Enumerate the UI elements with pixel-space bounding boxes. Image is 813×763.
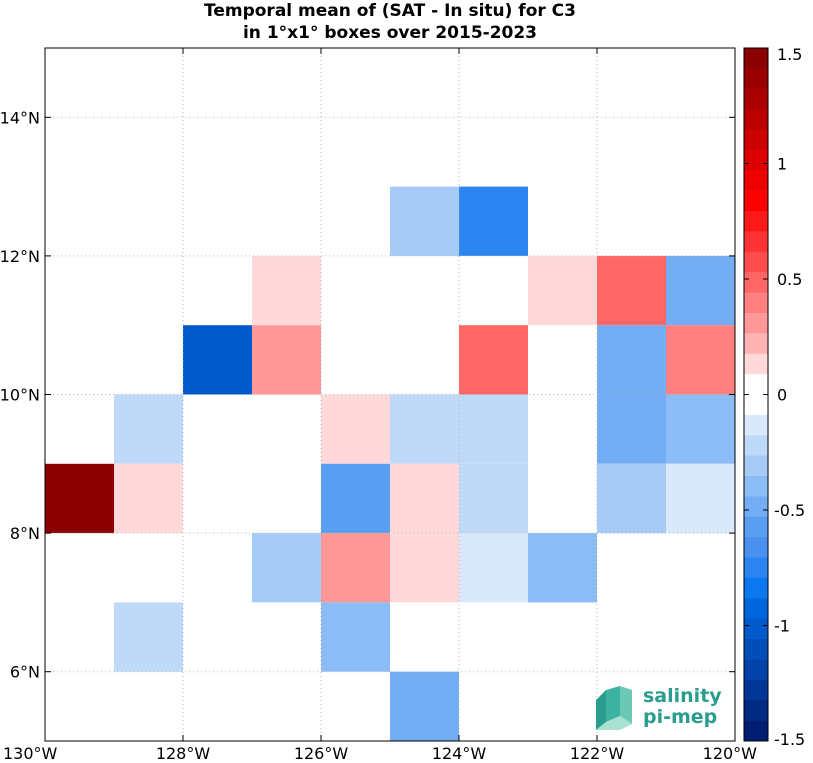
colorbar-segment xyxy=(744,557,768,579)
heatmap-cell xyxy=(666,394,735,464)
colorbar-segment xyxy=(744,109,768,131)
axis-ticks: 130°W 128°W 126°W 124°W 122°W 120°W 6°N 8°N 10°N… xyxy=(0,48,757,763)
colorbar-segment xyxy=(744,68,768,90)
heatmap-cell xyxy=(321,463,390,534)
logo-line-2: pi-mep xyxy=(643,706,717,728)
heatmap-cell xyxy=(252,325,321,395)
chart-title-line-2: in 1°x1° boxes over 2015-2023 xyxy=(242,23,538,43)
heatmap-cell xyxy=(528,255,597,326)
heatmap-cell xyxy=(459,186,528,256)
colorbar-segment xyxy=(744,455,768,477)
colorbar-segment xyxy=(744,414,768,436)
x-tick-label: 124°W xyxy=(432,744,487,763)
heatmap-cell xyxy=(459,325,528,395)
heatmap-cell xyxy=(114,463,183,534)
heatmap-cell xyxy=(597,255,666,326)
colorbar-segment xyxy=(744,659,768,681)
heatmap-cell xyxy=(459,533,528,603)
heatmap-cell xyxy=(183,325,252,395)
colorbar-tick-label: -0.5 xyxy=(774,501,805,520)
colorbar-segment xyxy=(744,272,768,294)
heatmap-cell xyxy=(390,186,459,256)
colorbar-segment xyxy=(744,170,768,192)
colorbar-tick-label: 0.5 xyxy=(777,270,802,289)
heatmap-cell xyxy=(390,671,459,741)
heatmap-cell xyxy=(390,463,459,534)
x-tick-label: 122°W xyxy=(570,744,625,763)
colorbar-segment xyxy=(744,129,768,151)
heatmap-cell xyxy=(114,394,183,464)
salinity-pi-mep-logo: salinity pi-mep xyxy=(596,685,722,730)
heatmap-cell xyxy=(459,394,528,464)
chart-title: Temporal mean of (SAT - In situ) for C3 … xyxy=(45,0,735,44)
y-tick-label: 12°N xyxy=(0,247,40,266)
colorbar-segment xyxy=(744,700,768,722)
colorbar-segment xyxy=(744,231,768,253)
x-tick-label: 128°W xyxy=(156,744,211,763)
heatmap-cell xyxy=(321,602,390,672)
chart-title-line-1: Temporal mean of (SAT - In situ) for C3 xyxy=(204,1,576,21)
colorbar-segment xyxy=(744,292,768,314)
colorbar: 1.5 1 0.5 0 -0.5 -1 -1.5 xyxy=(743,45,805,749)
colorbar-segment xyxy=(744,537,768,559)
colorbar-segment xyxy=(744,190,768,212)
colorbar-segment xyxy=(744,333,768,355)
heatmap-cell xyxy=(597,394,666,464)
colorbar-segment xyxy=(744,679,768,701)
colorbar-segment xyxy=(744,496,768,518)
heatmap-cell xyxy=(390,394,459,464)
colorbar-segment xyxy=(744,435,768,457)
heatmap-cell xyxy=(459,463,528,534)
heatmap-cell xyxy=(45,463,114,534)
heatmap-cell xyxy=(252,533,321,603)
colorbar-segment xyxy=(744,394,768,416)
colorbar-segment xyxy=(744,149,768,171)
colorbar-segment xyxy=(744,211,768,232)
colorbar-segment xyxy=(744,48,768,69)
heatmap-cell xyxy=(114,602,183,672)
x-tick-label: 130°W xyxy=(3,744,58,763)
logo-mark-icon xyxy=(596,686,632,730)
colorbar-tick-label: 1.5 xyxy=(777,45,802,64)
colorbar-segment xyxy=(744,374,768,395)
colorbar-segment xyxy=(744,251,768,273)
heatmap-cell xyxy=(597,325,666,395)
heatmap-cell xyxy=(666,463,735,534)
colorbar-segment xyxy=(744,516,768,538)
x-tick-label: 120°W xyxy=(703,744,758,763)
y-tick-label: 14°N xyxy=(0,108,40,127)
colorbar-segment xyxy=(744,639,768,660)
colorbar-segment xyxy=(744,88,768,110)
logo-line-1: salinity xyxy=(643,685,722,707)
colorbar-segment xyxy=(744,577,768,599)
heatmap-cell xyxy=(321,533,390,603)
colorbar-segment xyxy=(744,598,768,620)
colorbar-tick-label: 0 xyxy=(777,386,787,405)
heatmap-cell xyxy=(252,255,321,326)
heatmap-cell xyxy=(597,463,666,534)
heatmap-cell xyxy=(321,394,390,464)
heatmap-cell xyxy=(390,533,459,603)
colorbar-tick-label: 1 xyxy=(777,155,787,174)
gridlines xyxy=(44,48,736,741)
colorbar-segment xyxy=(744,353,768,375)
colorbar-tick-label: -1 xyxy=(774,617,790,636)
heatmap-cell xyxy=(666,325,735,395)
y-tick-label: 6°N xyxy=(10,663,40,682)
y-tick-label: 10°N xyxy=(0,386,40,405)
heatmap-cell xyxy=(528,533,597,603)
y-tick-label: 8°N xyxy=(10,524,40,543)
colorbar-tick-label: -1.5 xyxy=(774,730,805,749)
colorbar-segment xyxy=(744,618,768,640)
colorbar-segment xyxy=(744,476,768,497)
x-tick-label: 126°W xyxy=(294,744,349,763)
colorbar-segment xyxy=(744,720,768,742)
colorbar-segment xyxy=(744,312,768,334)
heatmap-cells xyxy=(45,186,735,741)
heatmap-cell xyxy=(666,255,735,326)
